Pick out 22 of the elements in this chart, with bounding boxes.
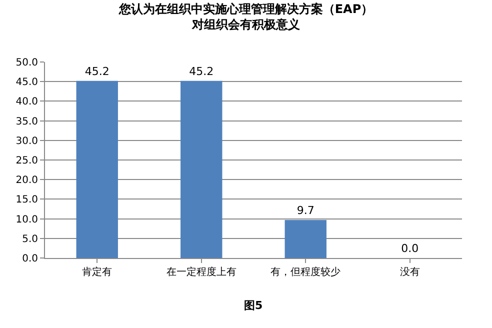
y-tick-label: 25.0: [16, 156, 38, 166]
y-tick-label: 40.0: [16, 96, 38, 108]
data-label: 0.0: [401, 242, 419, 255]
y-tick-label: 5.0: [22, 234, 38, 245]
chart-title: 您认为在组织中实施心理管理解决方案（EAP）: [118, 2, 374, 16]
x-tick-label: 没有: [400, 266, 420, 278]
y-tick-label: 20.0: [16, 175, 38, 186]
y-tick-label: 0.0: [22, 254, 38, 264]
x-tick-label: 有，但程度较少: [270, 266, 341, 278]
y-tick-label: 45.0: [16, 77, 38, 88]
y-tick-label: 10.0: [16, 214, 38, 226]
y-tick-label: 15.0: [16, 194, 38, 206]
y-tick-label: 30.0: [16, 136, 38, 147]
x-tick-label: 在一定程度上有: [166, 266, 236, 278]
data-label: 9.7: [296, 204, 314, 217]
x-tick-label: 肯定有: [82, 266, 112, 278]
data-label: 45.2: [189, 64, 214, 78]
y-tick-label: 50.0: [16, 58, 38, 68]
data-label: 45.2: [84, 64, 110, 78]
y-tick-label: 35.0: [16, 116, 38, 128]
caption: 图5: [244, 299, 263, 312]
chart-subtitle: 对组织会有积极意义: [191, 18, 301, 32]
